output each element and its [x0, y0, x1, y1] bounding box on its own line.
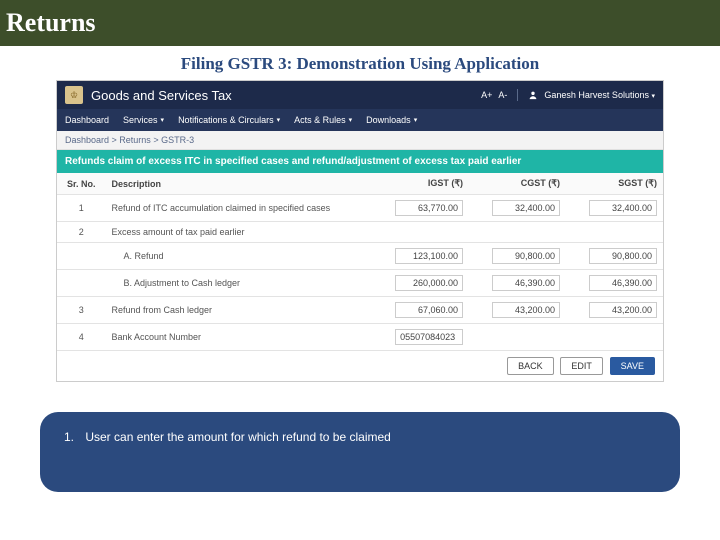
sgst-input[interactable]: 32,400.00 [589, 200, 657, 216]
slide-title: Returns [6, 8, 714, 38]
cell-desc: Bank Account Number [105, 324, 372, 351]
divider [517, 89, 518, 101]
back-button[interactable]: BACK [507, 357, 554, 375]
edit-button[interactable]: EDIT [560, 357, 603, 375]
breadcrumb-gstr3[interactable]: GSTR-3 [161, 135, 194, 145]
cgst-input[interactable]: 46,390.00 [492, 275, 560, 291]
app-title: Goods and Services Tax [91, 88, 481, 103]
button-row: BACK EDIT SAVE [57, 351, 663, 381]
emblem-icon: ♔ [65, 86, 83, 104]
instruction-text: User can enter the amount for which refu… [85, 430, 391, 444]
igst-input[interactable]: 63,770.00 [395, 200, 463, 216]
save-button[interactable]: SAVE [610, 357, 655, 375]
chevron-down-icon: ▾ [349, 116, 353, 124]
user-dropdown[interactable]: Ganesh Harvest Solutions ▾ [544, 90, 655, 100]
table-row: B. Adjustment to Cash ledger 260,000.00 … [57, 270, 663, 297]
topbar-right: A+ A- Ganesh Harvest Solutions ▾ [481, 89, 655, 101]
nav-services[interactable]: Services ▾ [123, 115, 164, 125]
cgst-input[interactable]: 32,400.00 [492, 200, 560, 216]
sgst-input[interactable]: 43,200.00 [589, 302, 657, 318]
user-icon [528, 90, 538, 100]
table-row: A. Refund 123,100.00 90,800.00 90,800.00 [57, 243, 663, 270]
cell-desc: A. Refund [105, 243, 372, 270]
table-row: 2 Excess amount of tax paid earlier [57, 222, 663, 243]
th-cgst: CGST (₹) [469, 173, 566, 195]
breadcrumb-returns[interactable]: Returns [119, 135, 151, 145]
chevron-down-icon: ▾ [414, 116, 418, 124]
igst-input[interactable]: 123,100.00 [395, 248, 463, 264]
cgst-input[interactable]: 43,200.00 [492, 302, 560, 318]
slide-header: Returns [0, 0, 720, 46]
th-sr: Sr. No. [57, 173, 105, 195]
nav-acts[interactable]: Acts & Rules ▾ [294, 115, 352, 125]
refund-table: Sr. No. Description IGST (₹) CGST (₹) SG… [57, 173, 663, 351]
nav-dashboard[interactable]: Dashboard [65, 115, 109, 125]
th-desc: Description [105, 173, 372, 195]
sgst-input[interactable]: 46,390.00 [589, 275, 657, 291]
breadcrumb: Dashboard > Returns > GSTR-3 [57, 131, 663, 150]
cell-sr: 2 [57, 222, 105, 243]
cell-sr: 3 [57, 297, 105, 324]
table-row: 3 Refund from Cash ledger 67,060.00 43,2… [57, 297, 663, 324]
cell-desc: Refund from Cash ledger [105, 297, 372, 324]
chevron-down-icon: ▾ [161, 116, 165, 124]
nav-notifications[interactable]: Notifications & Circulars ▾ [178, 115, 280, 125]
section-band: Refunds claim of excess ITC in specified… [57, 150, 663, 173]
igst-input[interactable]: 260,000.00 [395, 275, 463, 291]
table-header-row: Sr. No. Description IGST (₹) CGST (₹) SG… [57, 173, 663, 195]
cell-sr: 1 [57, 195, 105, 222]
th-sgst: SGST (₹) [566, 173, 663, 195]
cell-desc: Excess amount of tax paid earlier [105, 222, 372, 243]
nav-downloads[interactable]: Downloads ▾ [366, 115, 417, 125]
sgst-input[interactable]: 90,800.00 [589, 248, 657, 264]
app-window: ♔ Goods and Services Tax A+ A- Ganesh Ha… [56, 80, 664, 382]
app-nav: Dashboard Services ▾ Notifications & Cir… [57, 109, 663, 131]
app-topbar: ♔ Goods and Services Tax A+ A- Ganesh Ha… [57, 81, 663, 109]
bank-account-input[interactable]: 05507084023 [395, 329, 463, 345]
cell-desc: B. Adjustment to Cash ledger [105, 270, 372, 297]
chevron-down-icon: ▾ [277, 116, 281, 124]
slide-subtitle: Filing GSTR 3: Demonstration Using Appli… [0, 54, 720, 74]
cell-sr [57, 270, 105, 297]
breadcrumb-dashboard[interactable]: Dashboard [65, 135, 109, 145]
instruction-box: 1. User can enter the amount for which r… [40, 412, 680, 492]
cell-sr [57, 243, 105, 270]
cell-sr: 4 [57, 324, 105, 351]
cgst-input[interactable]: 90,800.00 [492, 248, 560, 264]
font-decrease-button[interactable]: A- [498, 90, 507, 100]
font-increase-button[interactable]: A+ [481, 90, 492, 100]
table-row: 4 Bank Account Number 05507084023 [57, 324, 663, 351]
igst-input[interactable]: 67,060.00 [395, 302, 463, 318]
cell-desc: Refund of ITC accumulation claimed in sp… [105, 195, 372, 222]
table-row: 1 Refund of ITC accumulation claimed in … [57, 195, 663, 222]
th-igst: IGST (₹) [372, 173, 469, 195]
instruction-number: 1. [64, 430, 82, 444]
